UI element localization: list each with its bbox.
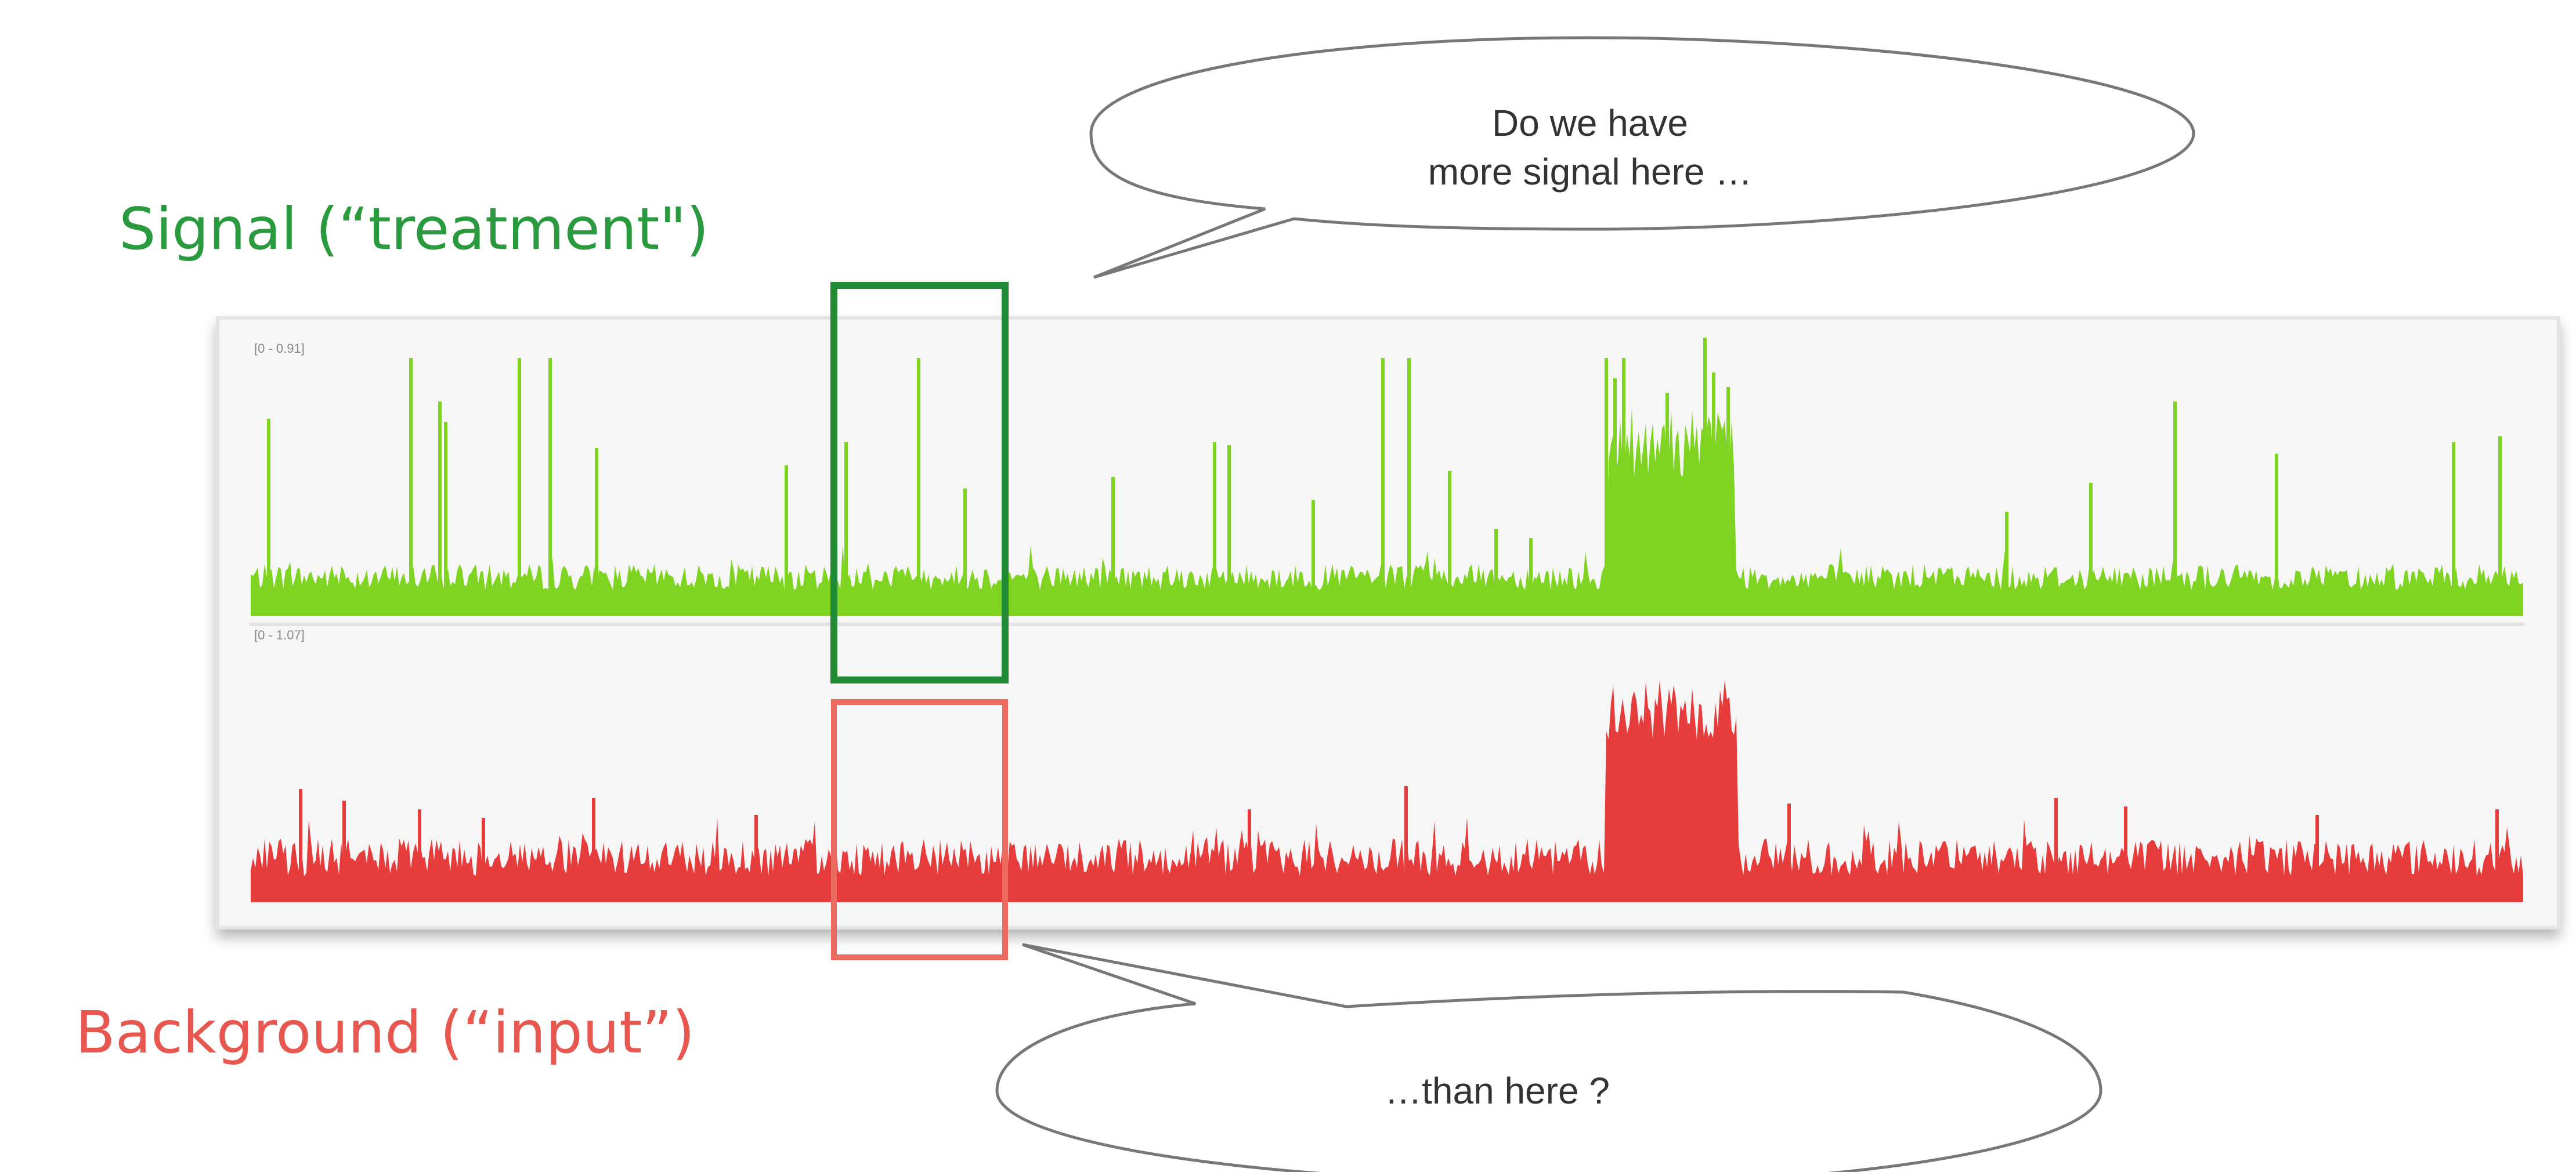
signal-track-peak xyxy=(2275,454,2278,616)
signal-track-peak xyxy=(1613,378,1617,616)
signal-track-peak xyxy=(1665,393,1669,616)
signal-track-peak xyxy=(2005,512,2008,616)
background-track-peak xyxy=(482,818,485,902)
signal-track-peak xyxy=(1407,358,1411,616)
background-track-peak xyxy=(1787,804,1791,902)
signal-title: Signal (“treatment") xyxy=(119,195,709,263)
background-track-peak xyxy=(592,798,595,902)
signal-range-label: [0 - 0.91] xyxy=(254,341,305,356)
signal-track-peak xyxy=(1622,358,1625,616)
signal-track-peak xyxy=(595,448,598,616)
signal-track-peak xyxy=(438,401,442,616)
signal-track-peak xyxy=(1712,372,1715,616)
signal-track-peak xyxy=(1312,500,1315,616)
background-track-peak xyxy=(1404,786,1408,902)
signal-track-peak xyxy=(844,442,848,616)
signal-track-peak xyxy=(2089,483,2093,616)
top-callout-text: Do we have more signal here … xyxy=(1416,99,1764,196)
background-track-peak xyxy=(1248,809,1251,902)
signal-track-peak xyxy=(518,358,521,616)
background-track-peak xyxy=(2495,809,2499,902)
signal-track-peak xyxy=(1213,442,1216,616)
background-track-peak xyxy=(342,801,346,902)
signal-track-peak xyxy=(1529,538,1533,616)
signal-track-peak xyxy=(917,358,920,616)
background-track-peak xyxy=(2124,806,2127,902)
signal-track-peak xyxy=(963,489,967,616)
top-speech-bubble xyxy=(1089,36,2195,279)
background-track-peak xyxy=(2315,815,2319,902)
background-track-peak xyxy=(418,809,421,902)
signal-track-peak xyxy=(1448,471,1451,616)
signal-track-peak xyxy=(2452,442,2455,616)
signal-track-peak xyxy=(409,358,413,616)
signal-highlight-box xyxy=(830,282,1009,683)
signal-track-peak xyxy=(1227,445,1231,616)
background-track-coverage xyxy=(251,680,2523,902)
background-range-label: [0 - 1.07] xyxy=(254,628,305,642)
signal-track-peak xyxy=(444,422,447,616)
background-highlight-box xyxy=(831,699,1008,960)
bottom-speech-bubble xyxy=(995,943,2102,1172)
signal-track-coverage xyxy=(251,407,2523,616)
signal-track-peak xyxy=(548,358,552,616)
signal-track-peak xyxy=(1703,338,1707,616)
background-track-peak xyxy=(754,815,758,902)
signal-track xyxy=(251,338,2523,616)
signal-track-peak xyxy=(1494,529,1498,616)
background-track xyxy=(251,680,2523,902)
signal-track-peak xyxy=(1726,387,1730,616)
signal-track-peak xyxy=(785,465,788,616)
background-track-peak xyxy=(2054,798,2058,902)
track-divider xyxy=(250,623,2524,626)
bottom-callout-text: …than here ? xyxy=(1385,1070,1610,1112)
top-callout-line-2: more signal here … xyxy=(1428,151,1753,193)
signal-track-peak xyxy=(267,419,270,616)
background-title: Background (“input”) xyxy=(75,999,695,1066)
signal-track-peak xyxy=(1381,358,1385,616)
signal-track-peak xyxy=(2173,401,2177,616)
signal-track-peak xyxy=(2498,436,2502,616)
signal-track-peak xyxy=(1605,358,1608,616)
signal-track-peak xyxy=(1111,477,1115,616)
top-callout-line-1: Do we have xyxy=(1492,102,1688,144)
background-track-peak xyxy=(299,789,302,902)
